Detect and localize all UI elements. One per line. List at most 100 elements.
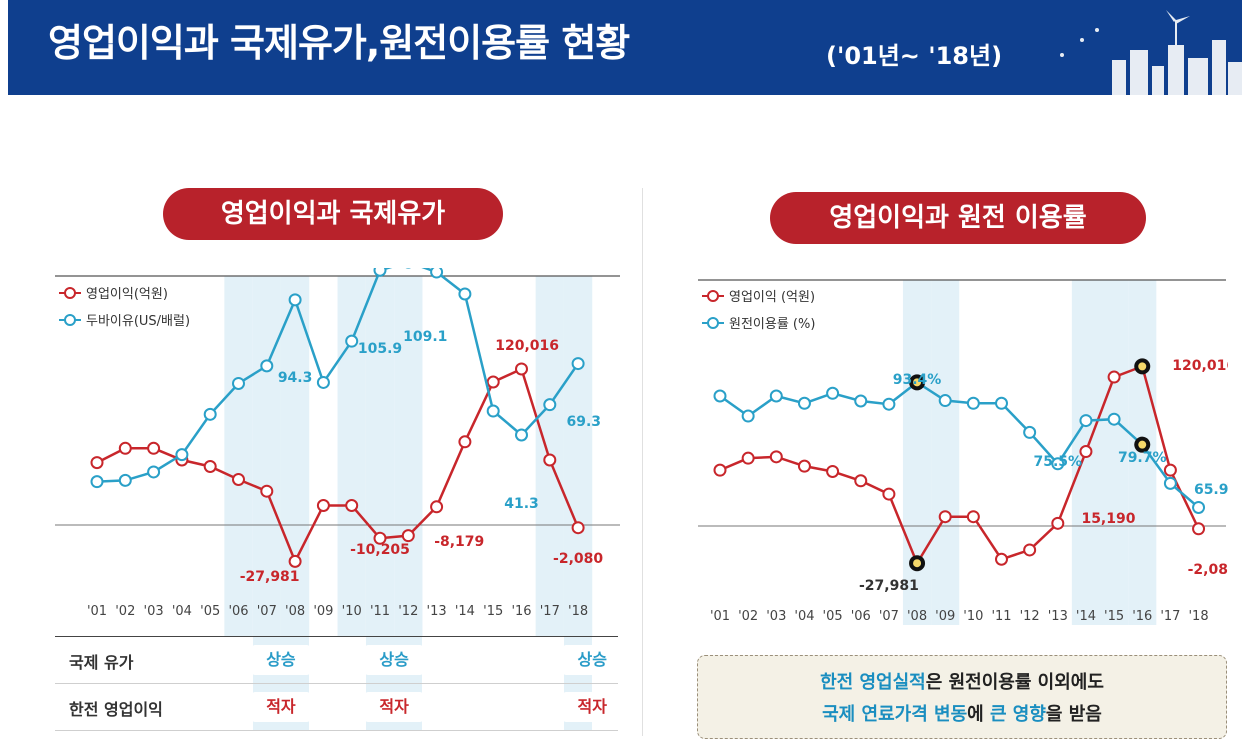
- oil-point: [571, 357, 585, 371]
- x-tick-label: '09: [935, 609, 955, 624]
- oil-point: [118, 473, 132, 487]
- note-text-3: 을 받음: [1045, 704, 1102, 725]
- left-chart: '01 '02 '03 '04 '05 '06 '07 '08 '09 '10 '11 '12 '13 '…: [55, 268, 620, 636]
- oil-point: [316, 375, 330, 389]
- x-tick-label: '15: [1104, 609, 1124, 624]
- deficit-badge: 적자: [251, 692, 310, 722]
- profit-point: [912, 558, 923, 569]
- profit-point: [260, 484, 274, 498]
- data-label: -2,080: [553, 551, 603, 567]
- utilization-point: [826, 386, 840, 400]
- utilization-point: [797, 396, 811, 410]
- right-chart: '01 '02 '03 '04 '05 '06 '07 '08 '09 '10 '11 '12 '13 '…: [698, 279, 1228, 625]
- profit-point: [401, 529, 415, 543]
- x-tick-label: '09: [313, 604, 333, 619]
- utilization-point: [769, 389, 783, 403]
- profit-row-label: 한전 영업이익: [69, 700, 163, 719]
- x-tick-label: '17: [1160, 609, 1180, 624]
- profit-point: [486, 375, 500, 389]
- oil-point: [260, 359, 274, 373]
- profit-point: [854, 474, 868, 488]
- data-label: -10,205: [350, 542, 410, 558]
- data-label: 120,016: [1172, 358, 1228, 374]
- profit-point: [713, 463, 727, 477]
- utilization-point: [882, 397, 896, 411]
- x-tick-label: '11: [370, 604, 390, 619]
- oil-point: [430, 268, 444, 279]
- legend-marker: [64, 287, 76, 299]
- data-label: -27,981: [240, 569, 300, 585]
- utilization-point: [938, 394, 952, 408]
- x-tick-label: '16: [1132, 609, 1152, 624]
- page-subtitle: ('01년~ '18년): [826, 42, 1003, 70]
- x-tick-label: '02: [738, 609, 758, 624]
- left-chart-title: 영업이익과 국제유가: [163, 188, 503, 240]
- note-line-2: 국제 연료가격 변동에 큰 영향을 받음: [698, 700, 1226, 726]
- x-tick-label: '05: [200, 604, 220, 619]
- highlight-band: [931, 280, 960, 625]
- profit-point: [147, 441, 161, 455]
- profit-point: [938, 510, 952, 524]
- data-label: 41.3: [504, 496, 539, 512]
- oil-point: [203, 407, 217, 421]
- data-label: 15,190: [1081, 511, 1135, 527]
- profit-point: [1023, 543, 1037, 557]
- x-tick-label: '13: [427, 604, 447, 619]
- profit-point: [288, 554, 302, 568]
- legend-marker: [64, 314, 76, 326]
- x-tick-label: '05: [823, 609, 843, 624]
- x-tick-label: '14: [1076, 609, 1096, 624]
- legend-label: 두바이유(US/배럴): [86, 314, 190, 329]
- profit-point: [1137, 361, 1148, 372]
- profit-point: [1163, 463, 1177, 477]
- oil-point: [288, 293, 302, 307]
- data-label: -8,179: [434, 534, 484, 550]
- profit-point: [882, 487, 896, 501]
- profit-row: 한전 영업이익 적자 적자 적자: [55, 684, 622, 731]
- utilization-point: [912, 377, 923, 388]
- profit-point: [769, 450, 783, 464]
- oil-price-row-label: 국제 유가: [69, 653, 134, 672]
- profit-point: [232, 473, 245, 486]
- right-chart-title: 영업이익과 원전 이용률: [770, 192, 1146, 244]
- utilization-point: [1137, 439, 1148, 450]
- profit-point: [966, 510, 980, 524]
- legend-label: 원전이용률 (%): [729, 317, 815, 332]
- note-highlight-3: 큰 영향: [989, 704, 1046, 725]
- legend-marker: [707, 290, 719, 302]
- utilization-point: [1079, 414, 1093, 428]
- profit-point: [458, 435, 472, 449]
- highlight-band: [365, 276, 395, 636]
- utilization-point: [1163, 476, 1177, 490]
- oil-point: [175, 448, 189, 462]
- x-tick-label: '10: [963, 609, 983, 624]
- x-tick-label: '03: [144, 604, 164, 619]
- data-label: 109.1: [403, 329, 447, 345]
- highlight-band: [280, 276, 310, 636]
- x-tick-label: '18: [1188, 609, 1208, 624]
- profit-point: [1192, 522, 1206, 536]
- note-highlight-2: 국제 연료가격 변동: [822, 704, 968, 725]
- profit-point: [373, 531, 387, 545]
- data-label: -27,981: [859, 578, 919, 594]
- data-label: 75.5%: [1034, 454, 1083, 470]
- header-banner: 영업이익과 국제유가,원전이용률 현황 ('01년~ '18년): [8, 0, 1242, 95]
- panel-divider: [642, 188, 643, 736]
- data-label: 94.3: [278, 370, 313, 386]
- data-label: 65.9%: [1194, 482, 1228, 498]
- utilization-point: [1051, 457, 1065, 471]
- note-highlight-1: 한전 영업실적: [820, 672, 926, 693]
- x-tick-label: '06: [851, 609, 871, 624]
- profit-point: [797, 459, 811, 473]
- utilization-point: [966, 396, 980, 410]
- profit-point: [1107, 370, 1121, 384]
- x-tick-label: '01: [710, 609, 730, 624]
- x-tick-label: '17: [540, 604, 560, 619]
- data-label: 79.7%: [1118, 450, 1167, 466]
- legend-label: 영업이익 (억원): [729, 290, 815, 305]
- note-text-2: 에: [967, 704, 990, 725]
- x-tick-label: '04: [172, 604, 192, 619]
- utilization-point: [1107, 412, 1121, 426]
- utilization-point: [995, 396, 1008, 410]
- legend-marker: [707, 317, 719, 329]
